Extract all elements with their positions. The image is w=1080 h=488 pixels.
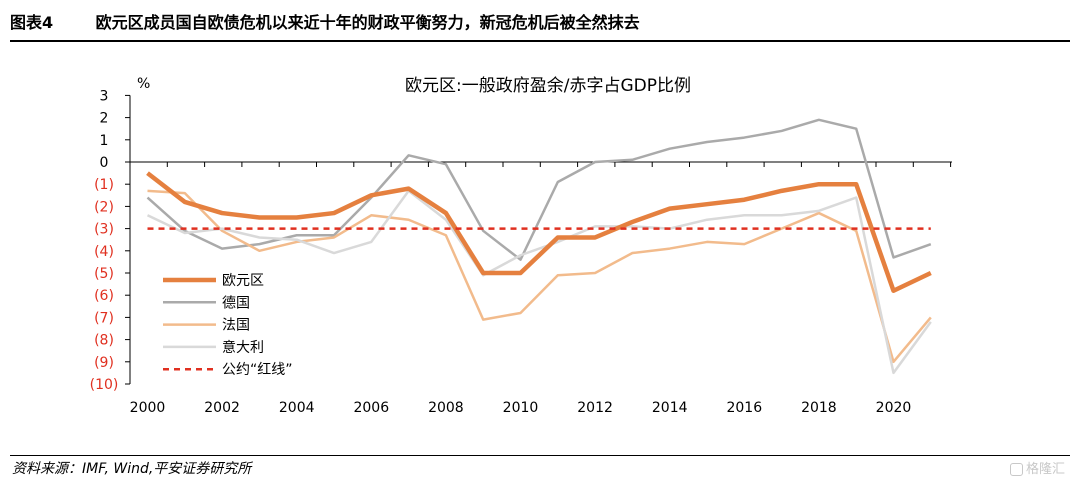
y-tick-label: (9) bbox=[94, 355, 114, 371]
legend-label-euro_area: 欧元区 bbox=[222, 273, 264, 289]
footer-rule bbox=[10, 455, 1070, 456]
y-tick-label: (1) bbox=[94, 177, 114, 193]
y-tick-label: (8) bbox=[94, 333, 114, 349]
y-tick-label: 3 bbox=[100, 88, 109, 104]
figure-label: 图表4 bbox=[10, 13, 54, 32]
series-line-france bbox=[147, 189, 932, 364]
watermark-logo-icon bbox=[1010, 463, 1023, 476]
figure-header: 图表4 欧元区成员国自欧债危机以来近十年的财政平衡努力，新冠危机后被全然抹去 bbox=[10, 12, 1070, 42]
y-tick-label: (3) bbox=[94, 222, 114, 238]
line-chart: 欧元区:一般政府盈余/赤字占GDP比例% 3 2 1 0 (1) (2) (3) (4) (5) (… bbox=[90, 76, 952, 416]
legend-label-germany: 德国 bbox=[222, 295, 250, 311]
y-tick-label: (7) bbox=[94, 310, 114, 326]
x-tick-label: 2008 bbox=[428, 400, 464, 416]
y-tick-label: (4) bbox=[94, 244, 114, 260]
x-tick-label: 2010 bbox=[503, 400, 539, 416]
x-tick-label: 2018 bbox=[801, 400, 837, 416]
figure-title: 欧元区成员国自欧债危机以来近十年的财政平衡努力，新冠危机后被全然抹去 bbox=[95, 13, 640, 32]
header-rule bbox=[10, 40, 1070, 42]
y-tick-label: (2) bbox=[94, 199, 114, 215]
x-tick-label: 2014 bbox=[652, 400, 688, 416]
series-line-italy bbox=[146, 189, 932, 375]
x-tick-label: 2002 bbox=[204, 400, 240, 416]
series-line-euro_area bbox=[146, 171, 932, 294]
x-tick-label: 2004 bbox=[279, 400, 315, 416]
y-tick-label: 2 bbox=[100, 111, 109, 127]
y-tick-label: 0 bbox=[100, 155, 109, 171]
x-tick-label: 2016 bbox=[726, 400, 762, 416]
x-tick-label: 2012 bbox=[577, 400, 613, 416]
watermark-text: 格隆汇 bbox=[1026, 462, 1066, 477]
y-axis-unit-label: % bbox=[137, 76, 150, 92]
source-note: 资料来源：IMF, Wind,平安证券研究所 bbox=[12, 461, 252, 477]
x-tick-label: 2020 bbox=[876, 400, 912, 416]
x-tick-label: 2000 bbox=[130, 400, 166, 416]
chart-title: 欧元区:一般政府盈余/赤字占GDP比例 bbox=[405, 76, 691, 96]
y-tick-label: (10) bbox=[90, 377, 119, 393]
legend-label-red_line: 公约“红线” bbox=[222, 362, 293, 378]
x-tick-label: 2006 bbox=[353, 400, 389, 416]
y-tick-label: (5) bbox=[94, 266, 114, 282]
legend-label-italy: 意大利 bbox=[222, 339, 264, 356]
y-tick-label: 1 bbox=[100, 133, 109, 149]
watermark: 格隆汇 bbox=[1010, 462, 1065, 478]
y-tick-label: (6) bbox=[94, 288, 114, 304]
legend-label-france: 法国 bbox=[222, 318, 250, 334]
